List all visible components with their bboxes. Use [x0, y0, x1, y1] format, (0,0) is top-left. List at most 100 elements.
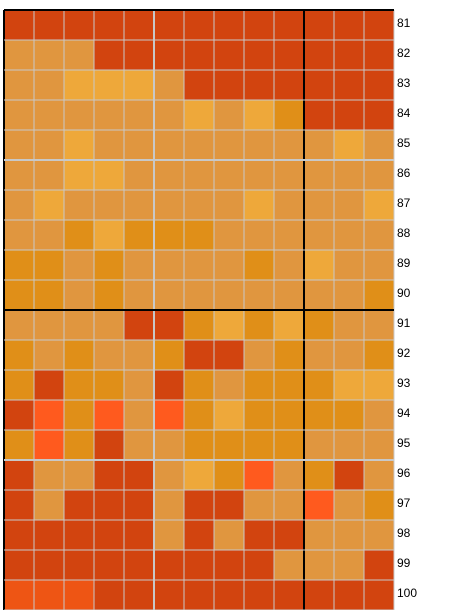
cell [214, 310, 244, 340]
cell [4, 190, 34, 220]
cell [64, 370, 94, 400]
cell [154, 160, 184, 190]
row-label: 87 [397, 196, 411, 210]
cell [124, 190, 154, 220]
cell [184, 70, 214, 100]
cell [184, 400, 214, 430]
cell [64, 130, 94, 160]
cell [364, 190, 394, 220]
cell [364, 250, 394, 280]
cell [124, 490, 154, 520]
cell [274, 100, 304, 130]
cell [334, 10, 364, 40]
row-label: 89 [397, 256, 411, 270]
cell [184, 580, 214, 610]
cell [214, 340, 244, 370]
cell [334, 70, 364, 100]
row-label: 91 [397, 316, 411, 330]
cell [304, 130, 334, 160]
cell [64, 40, 94, 70]
cell [94, 400, 124, 430]
cell [274, 10, 304, 40]
row-label: 100 [397, 586, 417, 600]
cell [94, 520, 124, 550]
cell [124, 280, 154, 310]
cell [364, 460, 394, 490]
cell [364, 490, 394, 520]
cell [364, 70, 394, 100]
cell [124, 580, 154, 610]
cell [364, 580, 394, 610]
cell [214, 100, 244, 130]
cell [34, 130, 64, 160]
cell [244, 310, 274, 340]
cell [94, 160, 124, 190]
cell [64, 490, 94, 520]
cell-grid [4, 10, 394, 610]
cell [364, 130, 394, 160]
cell [244, 520, 274, 550]
cell [334, 490, 364, 520]
cell [94, 580, 124, 610]
cell [124, 100, 154, 130]
cell [274, 490, 304, 520]
cell [214, 250, 244, 280]
cell [184, 160, 214, 190]
cell [64, 340, 94, 370]
cell [304, 10, 334, 40]
cell [64, 520, 94, 550]
cell [274, 40, 304, 70]
cell [364, 310, 394, 340]
cell [64, 400, 94, 430]
cell [184, 520, 214, 550]
cell [244, 100, 274, 130]
row-label: 94 [397, 406, 411, 420]
cell [244, 490, 274, 520]
cell [64, 70, 94, 100]
cell [124, 70, 154, 100]
cell [244, 370, 274, 400]
cell [154, 190, 184, 220]
row-label: 90 [397, 286, 411, 300]
cell [4, 10, 34, 40]
cell [94, 310, 124, 340]
cell [34, 280, 64, 310]
cell [124, 250, 154, 280]
cell [244, 280, 274, 310]
cell [244, 220, 274, 250]
cell [334, 250, 364, 280]
cell [34, 100, 64, 130]
cell [274, 550, 304, 580]
cell [124, 520, 154, 550]
cell [304, 520, 334, 550]
cell [64, 310, 94, 340]
cell [184, 490, 214, 520]
cell [334, 130, 364, 160]
cell [4, 430, 34, 460]
cell [274, 460, 304, 490]
cell [304, 40, 334, 70]
cell [64, 580, 94, 610]
cell [124, 370, 154, 400]
cell [64, 10, 94, 40]
cell [154, 220, 184, 250]
cell [94, 370, 124, 400]
cell [64, 160, 94, 190]
cell [244, 430, 274, 460]
grid-lines [3, 9, 395, 610]
cell [334, 340, 364, 370]
cell [274, 70, 304, 100]
cell [154, 310, 184, 340]
cell [34, 40, 64, 70]
cell [274, 580, 304, 610]
cell [364, 520, 394, 550]
cell [154, 10, 184, 40]
cell [124, 40, 154, 70]
cell [334, 580, 364, 610]
cell [184, 190, 214, 220]
cell [94, 70, 124, 100]
cell [4, 520, 34, 550]
cell [304, 370, 334, 400]
cell [4, 280, 34, 310]
cell [154, 490, 184, 520]
